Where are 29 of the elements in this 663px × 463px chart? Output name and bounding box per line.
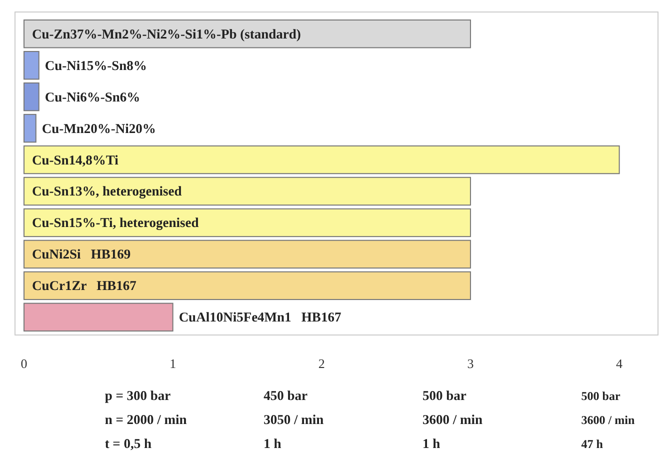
x-tick-label: 3 <box>467 356 474 371</box>
x-tick-label: 1 <box>170 356 176 371</box>
bar <box>24 302 174 332</box>
x-tick-label: 4 <box>616 356 624 371</box>
bar <box>24 20 471 48</box>
y-tick-label: CuNi2Si HB169 <box>32 246 131 262</box>
bar <box>24 82 40 112</box>
bar <box>24 145 620 174</box>
bar <box>24 176 471 206</box>
y-tick-label: Cu-Zn37%-Mn2%-Ni2%-Si1%-Pb (standard) <box>32 26 301 42</box>
y-tick-label: CuAl10Ni5Fe4Mn1 HB167 <box>178 310 342 325</box>
y-tick-label: Cu-Mn20%-Ni20% <box>42 120 156 136</box>
y-tick-label: Cu-Ni15%-Sn8% <box>44 58 147 73</box>
text: 450 bar 3050 / min 1 h <box>264 388 324 451</box>
bar <box>24 50 40 80</box>
y-tick-label: Cu-Sn14,8%Ti <box>32 152 119 168</box>
x-tick-label: 2 <box>318 356 325 371</box>
y-tick-label: Cu-Sn15%-Ti, heterogenised <box>32 215 200 230</box>
bar <box>24 240 471 269</box>
bar <box>24 208 471 238</box>
x-tick-label: 0 <box>20 356 28 371</box>
text: p = 300 bar n = 2000 / min t = 0,5 h <box>104 388 188 451</box>
y-tick-label: Cu-Ni6%-Sn6% <box>44 89 140 104</box>
text: 500 bar 3600 / min 47 h <box>581 389 635 451</box>
y-tick-label: Cu-Sn13%, heterogenised <box>32 184 182 199</box>
y-tick-label: CuCr1Zr HB167 <box>32 278 137 294</box>
bar <box>24 114 36 143</box>
bar <box>24 271 471 300</box>
text: 500 bar 3600 / min 1 h <box>422 388 483 451</box>
